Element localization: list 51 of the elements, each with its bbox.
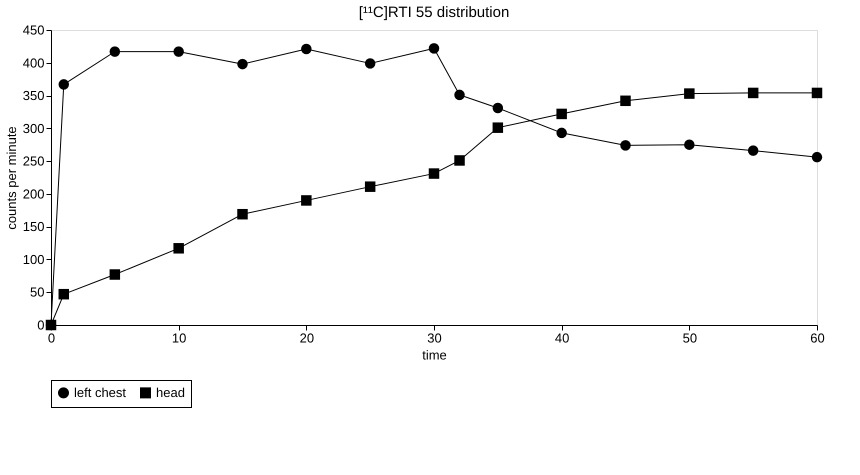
- point: [428, 168, 440, 179]
- x-tick-label: 20: [300, 330, 314, 346]
- x-tick-label: 60: [810, 330, 825, 346]
- y-tick-label: 200: [22, 186, 44, 202]
- point: [46, 320, 56, 330]
- point: [301, 44, 312, 54]
- point: [812, 88, 822, 98]
- point: [684, 139, 695, 150]
- legend-label: left chest: [74, 384, 126, 400]
- point: [748, 88, 758, 98]
- legend-label: head: [156, 384, 185, 400]
- y-tick-label: 350: [22, 88, 44, 104]
- point: [173, 243, 184, 254]
- point: [684, 88, 695, 99]
- point: [454, 90, 465, 100]
- point: [428, 43, 440, 54]
- point: [173, 46, 184, 57]
- x-axis-title: time: [422, 348, 447, 362]
- x-tick-label: 30: [427, 330, 442, 346]
- point: [110, 46, 120, 57]
- x-tick-label: 0: [48, 330, 56, 346]
- point: [492, 102, 504, 114]
- point: [620, 140, 631, 151]
- point: [364, 58, 376, 69]
- chart-title: [¹¹C]RTI 55 distribution: [358, 4, 510, 21]
- point: [454, 155, 465, 166]
- point: [556, 128, 567, 138]
- point: [58, 79, 70, 90]
- x-tick-label: 10: [172, 330, 186, 346]
- x-tick-label: 50: [682, 330, 698, 346]
- y-tick-label: 50: [30, 284, 44, 300]
- y-tick-label: 0: [37, 318, 44, 332]
- point: [748, 145, 758, 156]
- point: [620, 96, 631, 106]
- y-tick-label: 300: [22, 120, 44, 136]
- point: [492, 122, 504, 133]
- point: [237, 58, 248, 70]
- point: [364, 181, 376, 192]
- y-tick-label: 400: [22, 55, 44, 70]
- y-tick-label: 100: [22, 252, 44, 267]
- point: [556, 108, 567, 120]
- y-tick-label: 450: [22, 22, 44, 38]
- y-axis-title: counts per minute: [4, 126, 19, 230]
- point: [237, 208, 248, 220]
- point: [110, 269, 120, 280]
- point: [58, 288, 70, 300]
- point: [812, 152, 822, 162]
- point: [301, 195, 312, 206]
- y-tick-label: 150: [22, 219, 44, 234]
- x-tick-label: 40: [554, 330, 570, 346]
- y-tick-label: 250: [22, 154, 44, 169]
